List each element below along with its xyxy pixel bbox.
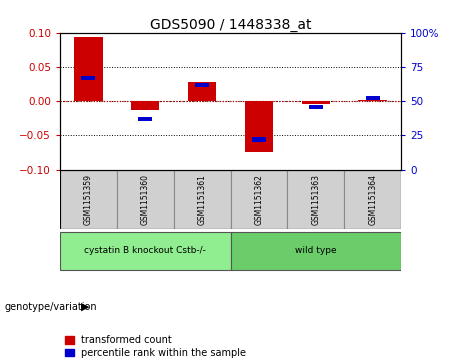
Bar (60, 170, 117, 229)
Text: GSM1151360: GSM1151360 (141, 174, 150, 225)
Bar (230, 232, 401, 270)
Text: GSM1151364: GSM1151364 (368, 174, 377, 225)
Text: genotype/variation: genotype/variation (5, 302, 97, 312)
Bar (195, 83, 209, 87)
Bar (230, 170, 287, 229)
Bar (358, 100, 387, 101)
Bar (188, 82, 216, 101)
Text: cystatin B knockout Cstb-/-: cystatin B knockout Cstb-/- (84, 245, 206, 254)
Bar (81, 76, 95, 80)
Bar (60, 232, 230, 270)
Text: GSM1151362: GSM1151362 (254, 174, 263, 225)
Text: GSM1151359: GSM1151359 (84, 174, 93, 225)
Bar (287, 170, 344, 229)
Bar (252, 138, 266, 142)
Title: GDS5090 / 1448338_at: GDS5090 / 1448338_at (150, 18, 311, 32)
Bar (174, 170, 230, 229)
Text: wild type: wild type (295, 245, 337, 254)
Bar (245, 101, 273, 152)
Bar (366, 96, 380, 101)
Legend: transformed count, percentile rank within the sample: transformed count, percentile rank withi… (65, 335, 246, 358)
Bar (344, 170, 401, 229)
Bar (138, 117, 152, 121)
Text: GSM1151363: GSM1151363 (311, 174, 320, 225)
Bar (131, 101, 160, 110)
Bar (74, 37, 102, 101)
Bar (117, 170, 174, 229)
Text: ▶: ▶ (81, 302, 89, 312)
Bar (309, 105, 323, 109)
Text: GSM1151361: GSM1151361 (198, 174, 207, 225)
Bar (301, 101, 330, 104)
